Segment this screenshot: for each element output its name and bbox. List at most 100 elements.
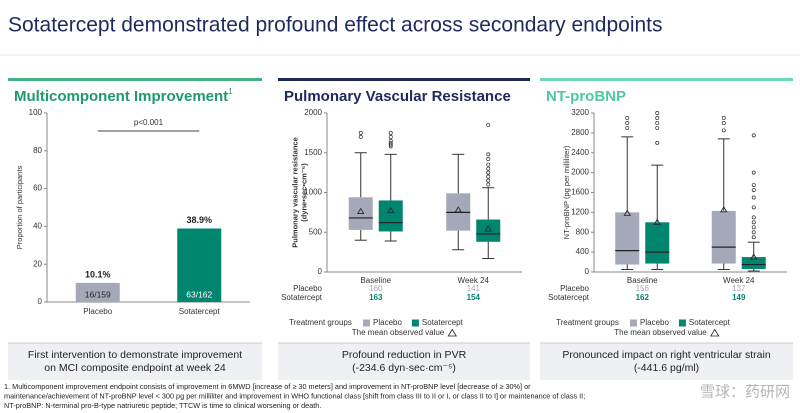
- y-tick-label: 0: [38, 297, 43, 306]
- outlier: [751, 133, 756, 138]
- caption: Pronounced impact on right ventricular s…: [562, 349, 771, 361]
- mean-legend-label: The mean observed value: [614, 328, 707, 337]
- n-row-label: Sotatercept: [281, 293, 323, 302]
- n-count: 154: [467, 293, 481, 302]
- y-tick-label: 500: [309, 227, 323, 236]
- outlier: [655, 116, 660, 120]
- caption: on MCI composite endpoint at week 24: [44, 362, 226, 374]
- legend-swatch: [411, 319, 419, 327]
- value-label: 10.1%: [85, 269, 111, 279]
- outlier: [655, 120, 660, 125]
- footnote: NT-proBNP: N-terminal pro-B-type natriur…: [4, 401, 321, 410]
- mean-marker: [623, 209, 631, 216]
- x-tick-label: Placebo: [83, 307, 112, 316]
- sig-annotation: p<0.001: [134, 118, 164, 127]
- mean-legend-symbol: [447, 328, 457, 337]
- n-row-label: Placebo: [560, 284, 589, 293]
- panel-title-text: NT-proBNP: [546, 88, 626, 105]
- n-count: 141: [467, 284, 481, 293]
- caption-box: [278, 343, 530, 380]
- y-tick-label: 2000: [304, 108, 322, 117]
- outlier: [358, 130, 363, 135]
- panel-title: NT-proBNP: [546, 88, 626, 105]
- y-tick-label: 0: [585, 267, 590, 276]
- outlier: [388, 130, 393, 135]
- outlier: [721, 116, 726, 120]
- n-count: 163: [369, 293, 383, 302]
- legend-label: Placebo: [640, 318, 669, 327]
- outlier: [751, 195, 756, 200]
- legend-label: Sotatercept: [422, 318, 464, 327]
- caption-box: [8, 343, 262, 380]
- mean-marker: [653, 218, 661, 225]
- outlier: [388, 141, 393, 146]
- outlier: [486, 170, 491, 175]
- x-tick-label: Baseline: [360, 276, 391, 285]
- y-tick-label: 40: [33, 222, 42, 231]
- outlier: [751, 170, 756, 175]
- outlier: [751, 215, 756, 220]
- outlier: [655, 125, 660, 130]
- y-tick-label: 1000: [304, 188, 322, 197]
- y-axis-label: (dyne•sec•cm⁻⁵): [299, 163, 308, 222]
- n-count: 137: [732, 284, 746, 293]
- outlier: [486, 162, 491, 167]
- footnote: 1. Multicomponent improvement endpoint c…: [4, 382, 531, 391]
- bar: [177, 228, 222, 302]
- y-tick-label: 800: [576, 227, 590, 236]
- legend-swatch: [363, 319, 370, 327]
- watermark: 雪球：药研网: [700, 383, 790, 401]
- legend-swatch: [678, 319, 686, 327]
- box: [741, 257, 766, 270]
- caption: First intervention to demonstrate improv…: [28, 349, 242, 361]
- legend-title: Treatment groups: [289, 318, 352, 327]
- bar: [75, 282, 120, 302]
- outlier: [486, 178, 491, 183]
- y-tick-label: 2400: [571, 148, 589, 157]
- n-count: 149: [732, 293, 746, 302]
- y-tick-label: 400: [576, 247, 590, 256]
- x-tick-label: Week 24: [723, 276, 755, 285]
- y-tick-label: 1200: [571, 207, 589, 216]
- outlier: [751, 230, 756, 235]
- value-label: 38.9%: [186, 215, 212, 225]
- outlier: [388, 138, 393, 143]
- outlier: [751, 205, 756, 210]
- footnote: maintenance/achievement of NT-proBNP lev…: [4, 391, 585, 400]
- y-tick-label: 1600: [571, 188, 589, 197]
- x-tick-label: Sotatercept: [179, 307, 221, 316]
- outlier: [486, 122, 491, 127]
- box: [378, 200, 403, 232]
- inner-label: 63/162: [186, 289, 212, 299]
- outlier: [751, 235, 756, 240]
- y-tick-label: 2800: [571, 128, 589, 137]
- outlier: [486, 157, 491, 162]
- outlier: [751, 188, 756, 192]
- panel-top-bar: [278, 78, 530, 81]
- caption: Profound reduction in PVR: [342, 349, 467, 361]
- caption: (-441.6 pg/ml): [634, 362, 699, 374]
- box: [711, 210, 736, 264]
- outlier: [486, 182, 491, 187]
- mean-marker: [720, 206, 728, 213]
- caption-box: [540, 343, 793, 380]
- panel-title: Pulmonary Vascular Resistance: [284, 88, 511, 105]
- y-tick-label: 3200: [571, 108, 589, 117]
- panel-title-text: Pulmonary Vascular Resistance: [284, 88, 511, 105]
- box: [615, 212, 640, 265]
- panel-top-bar: [8, 78, 262, 81]
- outlier: [655, 140, 660, 145]
- x-tick-label: Baseline: [627, 276, 658, 285]
- page-title: Sotatercept demonstrated profound effect…: [8, 14, 663, 37]
- y-tick-label: 60: [33, 184, 42, 193]
- n-row-label: Placebo: [293, 284, 322, 293]
- legend-title: Treatment groups: [556, 318, 619, 327]
- mean-legend-label: The mean observed value: [352, 328, 445, 337]
- y-tick-label: 20: [33, 259, 42, 268]
- outlier: [655, 111, 660, 115]
- panel-top-bar: [540, 78, 793, 81]
- y-tick-label: 1500: [304, 148, 322, 157]
- y-axis-label: NT-proBNP (pg per milliliter): [562, 145, 571, 239]
- mean-marker: [357, 207, 365, 214]
